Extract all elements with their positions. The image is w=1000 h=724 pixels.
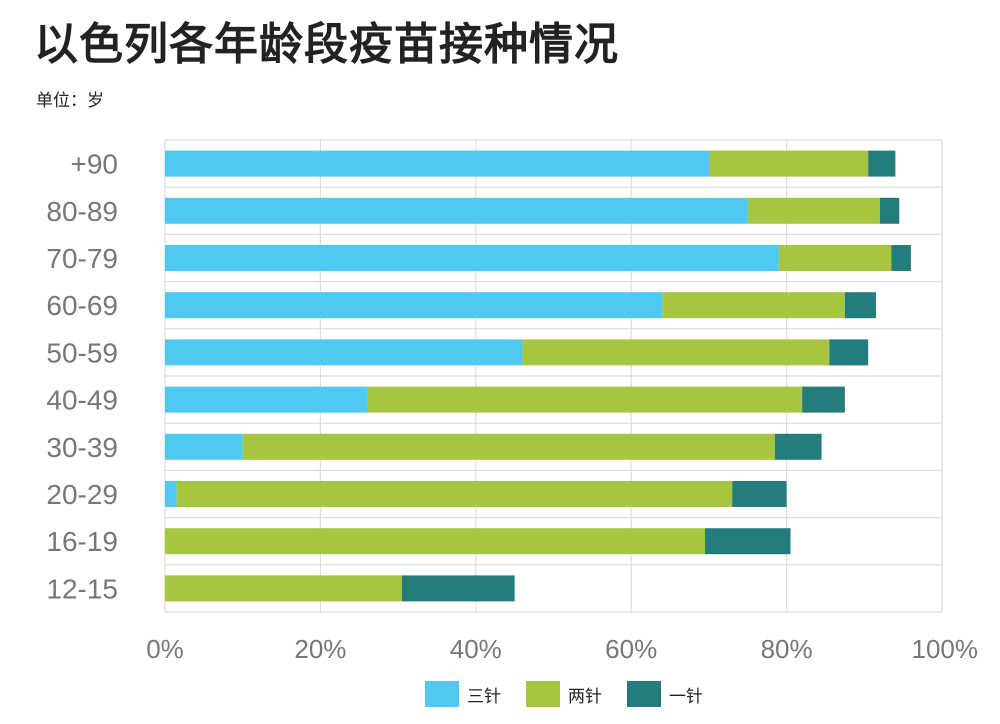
bar-segment (165, 433, 243, 460)
bar-segment (165, 339, 523, 366)
legend-swatch-three-doses (425, 681, 459, 707)
legend-swatch-one-dose (627, 681, 661, 707)
y-tick-label: 70-79 (46, 243, 118, 274)
bar-segment (165, 386, 368, 413)
unit-label: 单位：岁 (36, 91, 104, 111)
y-tick-label: 16-19 (46, 526, 118, 557)
bar-segment (165, 575, 402, 602)
bar-segment (891, 245, 911, 271)
bar-segment (705, 528, 791, 555)
bar-segment (165, 197, 748, 224)
x-tick-label: 60% (605, 634, 657, 664)
bar-segment (879, 197, 900, 224)
y-tick-label: 80-89 (46, 196, 118, 227)
bar-segment (778, 245, 892, 271)
legend-swatch-two-doses (526, 681, 560, 707)
legend-item-three-doses: 三针 (425, 678, 501, 710)
legend-item-one-dose: 一针 (627, 678, 703, 710)
y-tick-label: 50-59 (46, 337, 118, 368)
legend: 三针 两针 一针 (0, 678, 1000, 710)
x-tick-label: 80% (761, 634, 813, 664)
legend-label-three-doses: 三针 (467, 686, 501, 707)
y-tick-label: 20-29 (46, 479, 118, 510)
legend-label-two-doses: 两针 (568, 686, 602, 707)
bar-segment (662, 292, 845, 319)
bar-segment (176, 481, 733, 507)
bar-segment (522, 339, 830, 366)
y-tick-label: +90 (71, 149, 119, 180)
bar-segment (165, 481, 177, 507)
bar-segment (868, 150, 896, 177)
y-tick-label: 40-49 (46, 385, 118, 416)
bar-segment (165, 245, 779, 271)
x-tick-label: 100% (912, 634, 979, 664)
bar-segment (401, 575, 515, 602)
y-tick-label: 30-39 (46, 432, 118, 463)
bar-segment (844, 292, 876, 319)
bar-segment (774, 433, 822, 460)
bar-segment (165, 150, 709, 177)
y-tick-label: 60-69 (46, 290, 118, 321)
bar-segment (747, 197, 880, 224)
bar-segment (242, 433, 775, 460)
y-tick-label: 12-15 (46, 573, 118, 604)
x-tick-label: 40% (450, 634, 502, 664)
bar-segment (165, 528, 706, 555)
x-tick-label: 0% (146, 634, 184, 664)
legend-label-one-dose: 一针 (669, 686, 703, 707)
legend-item-two-doses: 两针 (526, 678, 602, 710)
bar-segment (802, 386, 845, 413)
bar-segment (829, 339, 869, 366)
x-tick-label: 20% (294, 634, 346, 664)
bar-segment (732, 481, 787, 507)
chart-title: 以色列各年龄段疫苗接种情况 (34, 19, 619, 70)
bar-segment (708, 150, 869, 177)
bar-segment (367, 386, 803, 413)
bar-segment (165, 292, 663, 319)
